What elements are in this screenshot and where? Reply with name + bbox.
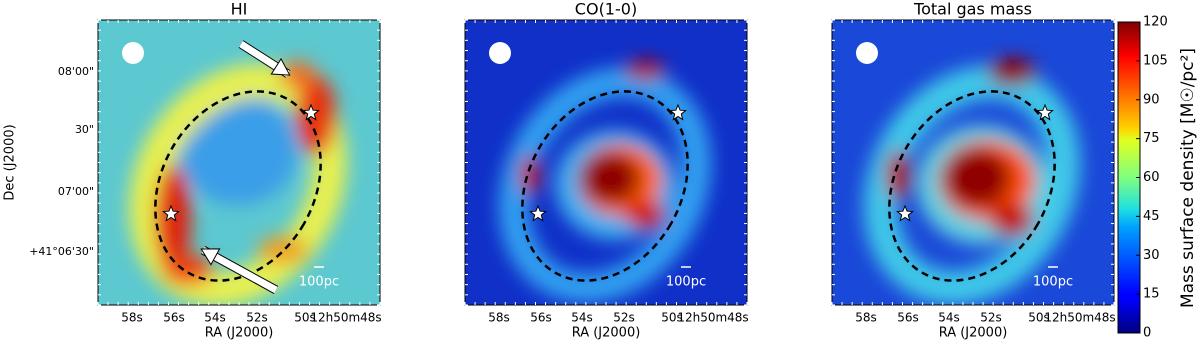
emission-region <box>625 201 665 229</box>
x-tick-label: 52s <box>246 311 268 325</box>
x-axis-label: RA (J2000) <box>205 326 274 341</box>
emission-region <box>990 204 1034 236</box>
x-tick-label: 58s <box>121 311 143 325</box>
beam <box>122 42 144 64</box>
emission-region <box>886 150 910 200</box>
emission-region <box>280 61 316 89</box>
star-marker <box>896 204 914 222</box>
y-tick-label: 30" <box>75 123 94 136</box>
colorbar-tick-label: 0 <box>1143 326 1151 341</box>
x-tick-label: 12h50m48s <box>1044 311 1115 325</box>
panel-title: HI <box>231 0 248 19</box>
panel-title: Total gas mass <box>913 0 1032 19</box>
x-tick-label: 52s <box>613 311 635 325</box>
map-image <box>465 20 747 305</box>
colorbar-tick-label: 120 <box>1143 15 1168 30</box>
x-tick-label: 12h50m48s <box>310 311 381 325</box>
emission-region <box>625 60 665 80</box>
x-tick-label: 12h50m48s <box>677 311 748 325</box>
map-emission <box>863 58 1081 305</box>
x-tick-label: 56s <box>163 311 185 325</box>
emission-region <box>178 95 298 205</box>
x-tick-label: 50s <box>1028 311 1050 325</box>
star-marker <box>162 204 180 222</box>
emission-region <box>258 236 308 264</box>
arrow-head <box>200 248 221 266</box>
ring-fit <box>521 90 689 282</box>
star-marker <box>529 204 547 222</box>
x-axis-label: RA (J2000) <box>572 326 641 341</box>
emission-region <box>498 67 712 303</box>
x-tick-label: 50s <box>661 311 683 325</box>
colorbar-label: Mass surface density [M☉/pc²] <box>1178 48 1198 308</box>
map-image <box>98 20 380 305</box>
ring-fit <box>888 90 1056 282</box>
colorbar-tick-label: 75 <box>1143 131 1160 146</box>
beam <box>489 42 511 64</box>
colorbar-tick-label: 105 <box>1143 53 1168 68</box>
x-tick-label: 54s <box>938 311 960 325</box>
scale-bar-label: 100pc <box>1033 275 1073 290</box>
star-marker <box>302 103 320 121</box>
panel-title: CO(1-0) <box>575 0 637 19</box>
x-tick-label: 54s <box>571 311 593 325</box>
x-tick-label: 52s <box>980 311 1002 325</box>
emission-region <box>988 58 1036 86</box>
map-image <box>832 20 1114 305</box>
beam <box>856 42 878 64</box>
emission-region <box>520 155 540 195</box>
star-marker <box>669 103 687 121</box>
y-tick-label: +41°06'30" <box>29 245 94 258</box>
colorbar-tick-label: 30 <box>1143 248 1160 263</box>
scale-bar-label: 100pc <box>666 275 706 290</box>
map-panel: 100pc Total gas mass 58s 56s 54s 52s 50s12h50m… <box>831 0 1116 341</box>
colorbar-tick-label: 60 <box>1143 170 1160 185</box>
x-tick-label: 50s <box>294 311 316 325</box>
x-tick-label: 56s <box>530 311 552 325</box>
emission-region <box>580 152 640 204</box>
y-tick-label: 07'00" <box>58 185 94 198</box>
ring-fit <box>154 90 322 282</box>
map-emission <box>129 61 347 305</box>
emission-region <box>863 65 1081 305</box>
emission-region <box>943 148 1011 208</box>
x-tick-label: 56s <box>897 311 919 325</box>
arrow-head <box>270 57 291 76</box>
colorbar-tick-label: 45 <box>1143 209 1160 224</box>
x-tick-label: 54s <box>204 311 226 325</box>
x-tick-label: 58s <box>855 311 877 325</box>
x-axis-label: RA (J2000) <box>939 326 1008 341</box>
y-axis-label: Dec (J2000) <box>3 124 18 200</box>
y-tick-label: 08'00" <box>58 65 94 78</box>
colorbar-tick-label: 90 <box>1143 92 1160 107</box>
emission-region <box>163 255 213 285</box>
x-tick-label: 58s <box>488 311 510 325</box>
scale-bar-label: 100pc <box>299 275 339 290</box>
map-emission <box>498 60 712 303</box>
emission-region <box>296 75 336 155</box>
star-marker <box>1036 103 1054 121</box>
colorbar-tick-label: 15 <box>1143 287 1160 302</box>
